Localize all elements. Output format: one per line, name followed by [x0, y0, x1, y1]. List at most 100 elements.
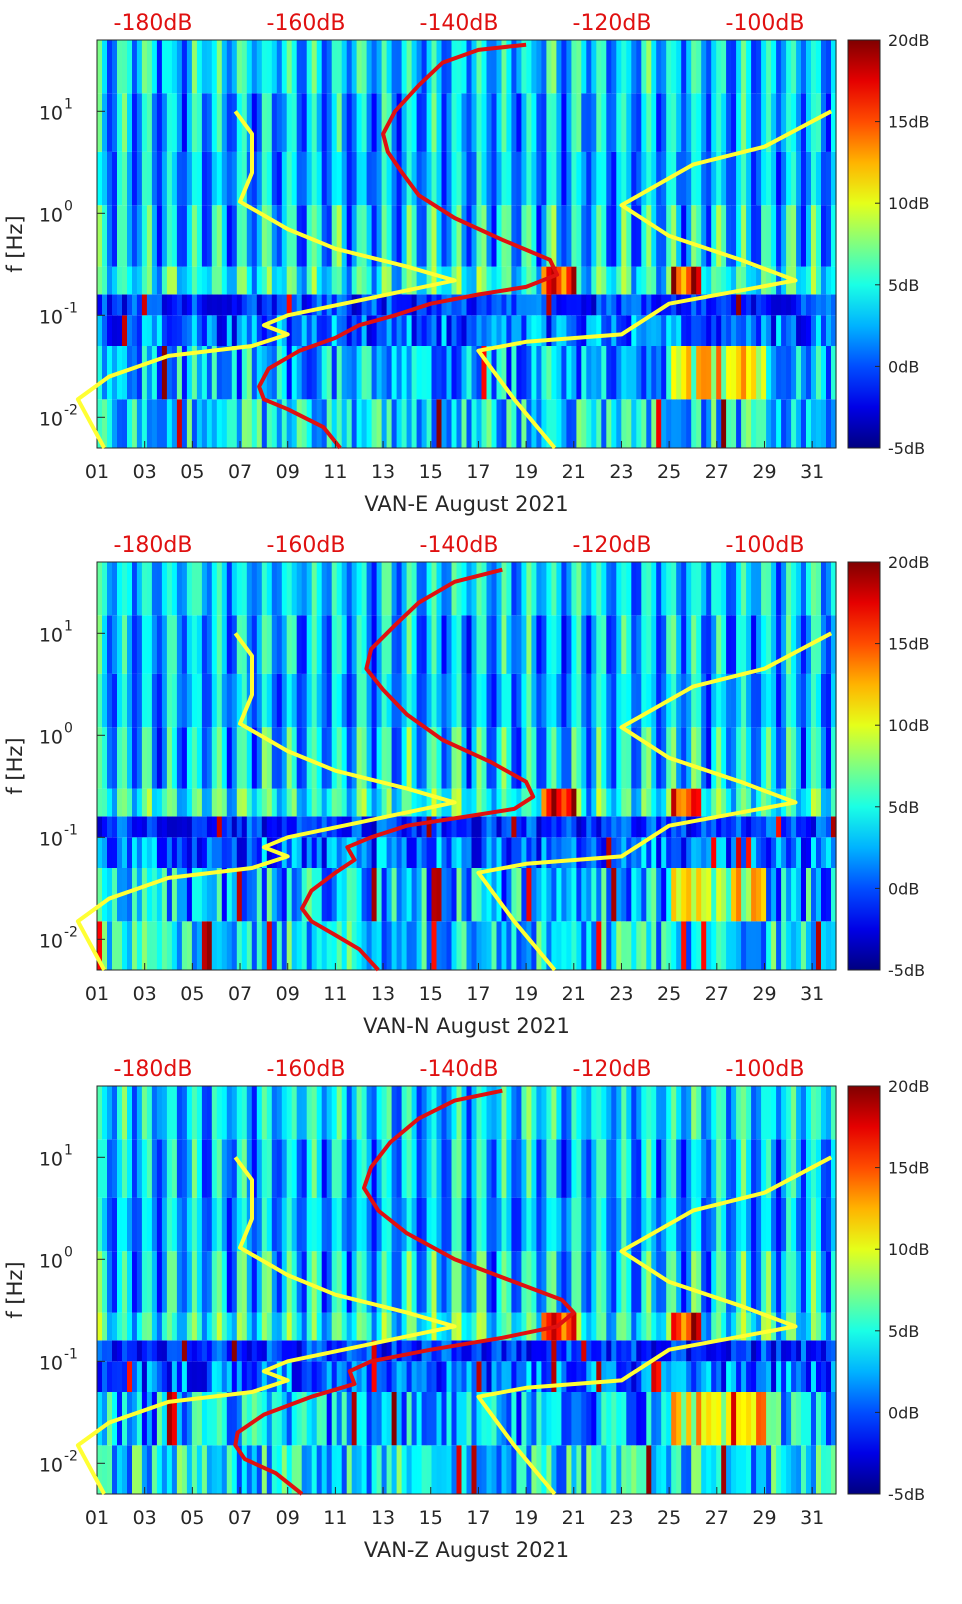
- x-tick-label: 19: [514, 461, 538, 483]
- x-tick-label: 15: [419, 1507, 443, 1529]
- x-tick-label: 25: [657, 983, 681, 1005]
- top-axis-label: -140dB: [420, 533, 499, 558]
- yellow-noise-curve-left: [75, 1156, 457, 1495]
- top-axis-label: -100dB: [726, 1057, 805, 1082]
- x-tick-label: 17: [466, 1507, 490, 1529]
- y-tick-label: 10: [39, 930, 63, 952]
- colorbar-label: 20dB: [888, 553, 930, 572]
- y-tick-exponent: -1: [64, 300, 78, 316]
- y-tick-exponent: 1: [64, 618, 73, 634]
- top-axis-label: -120dB: [573, 533, 652, 558]
- x-tick-label: 09: [276, 461, 300, 483]
- y-tick-exponent: 0: [64, 1244, 73, 1260]
- y-axis-label: f [Hz]: [3, 215, 27, 272]
- x-tick-label: 05: [180, 1507, 204, 1529]
- plot-frame: [96, 39, 837, 449]
- y-tick-label: 10: [39, 828, 63, 850]
- y-axis-label: f [Hz]: [3, 737, 27, 794]
- colorbar-label: 10dB: [888, 1240, 930, 1259]
- x-tick-label: 01: [85, 1507, 109, 1529]
- colorbar-label: 5dB: [888, 798, 919, 817]
- colorbar-label: -5dB: [888, 1485, 925, 1504]
- colorbar-label: 10dB: [888, 194, 930, 213]
- x-tick-label: 15: [419, 461, 443, 483]
- colorbar: [847, 39, 881, 449]
- top-axis-label: -100dB: [726, 11, 805, 36]
- top-axis-label: -120dB: [573, 11, 652, 36]
- red-noise-curve: [300, 567, 536, 972]
- colorbar: [847, 1085, 881, 1495]
- top-axis-label: -180dB: [114, 1057, 193, 1082]
- x-tick-label: 15: [419, 983, 443, 1005]
- x-tick-label: 23: [609, 1507, 633, 1529]
- y-tick-label: 10: [39, 102, 63, 124]
- colorbar-label: 0dB: [888, 1403, 919, 1422]
- x-tick-label: 05: [180, 983, 204, 1005]
- x-tick-label: 11: [323, 461, 347, 483]
- x-tick-label: 31: [800, 1507, 824, 1529]
- y-tick-label: 10: [39, 306, 63, 328]
- x-tick-label: 03: [133, 1507, 157, 1529]
- yellow-noise-curve-right: [476, 631, 833, 972]
- top-axis-label: -180dB: [114, 533, 193, 558]
- colorbar-label: 15dB: [888, 635, 930, 654]
- x-tick-label: 13: [371, 461, 395, 483]
- red-noise-curve: [233, 1088, 576, 1496]
- plot-frame: [96, 561, 837, 971]
- colorbar-label: 5dB: [888, 1322, 919, 1341]
- y-tick-exponent: -2: [64, 402, 78, 418]
- top-axis-label: -100dB: [726, 533, 805, 558]
- x-tick-label: 31: [800, 983, 824, 1005]
- colorbar: [847, 561, 881, 971]
- x-tick-label: 29: [752, 1507, 776, 1529]
- colorbar-label: -5dB: [888, 961, 925, 980]
- yellow-noise-curve-left: [75, 632, 457, 971]
- y-tick-exponent: 1: [64, 96, 73, 112]
- colorbar-label: 20dB: [888, 31, 930, 50]
- x-tick-label: 13: [371, 983, 395, 1005]
- heatmap-cells: [97, 1086, 837, 1494]
- top-axis-label: -140dB: [420, 1057, 499, 1082]
- colorbar-label: 15dB: [888, 1159, 930, 1178]
- top-axis-label: -160dB: [267, 533, 346, 558]
- x-tick-label: 29: [752, 983, 776, 1005]
- x-tick-label: 03: [133, 461, 157, 483]
- x-tick-label: 01: [85, 983, 109, 1005]
- y-tick-label: 10: [39, 408, 63, 430]
- x-tick-label: 31: [800, 461, 824, 483]
- x-axis-label: VAN-N August 2021: [363, 1014, 570, 1038]
- x-tick-label: 23: [609, 461, 633, 483]
- x-axis-label: VAN-Z August 2021: [364, 1538, 569, 1562]
- y-tick-label: 10: [39, 1148, 63, 1170]
- top-axis-label: -140dB: [420, 11, 499, 36]
- x-tick-label: 11: [323, 983, 347, 1005]
- plot-frame: [96, 1085, 837, 1495]
- yellow-noise-curve-right: [476, 1155, 833, 1496]
- x-tick-label: 11: [323, 1507, 347, 1529]
- y-tick-exponent: -1: [64, 1346, 78, 1362]
- x-tick-label: 19: [514, 1507, 538, 1529]
- y-tick-exponent: 1: [64, 1142, 73, 1158]
- x-tick-label: 03: [133, 983, 157, 1005]
- y-axis-label: f [Hz]: [3, 1261, 27, 1318]
- x-tick-label: 21: [562, 983, 586, 1005]
- colorbar-label: 5dB: [888, 276, 919, 295]
- x-tick-label: 25: [657, 461, 681, 483]
- x-tick-label: 07: [228, 983, 252, 1005]
- heatmap-cells: [97, 562, 837, 970]
- x-tick-label: 27: [705, 1507, 729, 1529]
- x-tick-label: 29: [752, 461, 776, 483]
- yellow-noise-curve-right: [476, 109, 833, 450]
- yellow-noise-curve-left: [75, 110, 457, 449]
- top-axis-label: -120dB: [573, 1057, 652, 1082]
- x-tick-label: 17: [466, 983, 490, 1005]
- colorbar-label: -5dB: [888, 439, 925, 458]
- colorbar-label: 0dB: [888, 879, 919, 898]
- red-noise-curve: [257, 42, 560, 450]
- x-tick-label: 23: [609, 983, 633, 1005]
- y-tick-label: 10: [39, 204, 63, 226]
